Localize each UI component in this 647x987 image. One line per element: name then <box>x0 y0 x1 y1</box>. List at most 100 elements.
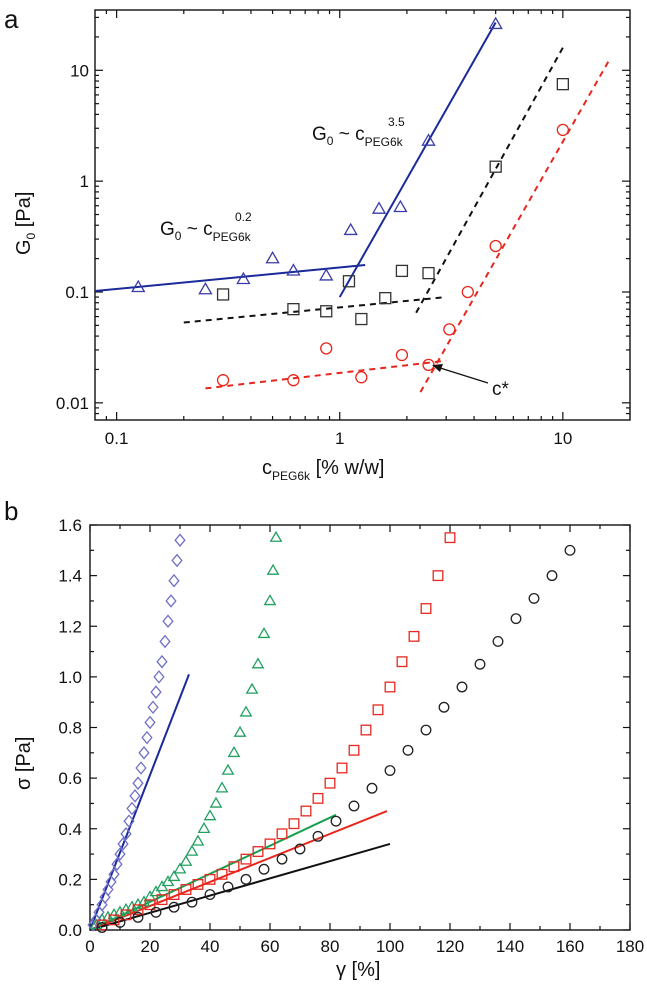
panel-a-letter: a <box>4 4 19 34</box>
circle-data-point <box>287 374 300 387</box>
square-data-point <box>342 275 356 288</box>
panel-b-y-axis-title: σ [Pa] <box>13 737 35 790</box>
diamond-data-point <box>162 614 174 628</box>
square-data-point <box>408 630 420 642</box>
diamond-data-point <box>165 594 177 608</box>
diamond-data-point <box>138 746 150 760</box>
triangle-data-point <box>393 199 408 213</box>
circle-data-point <box>556 123 569 137</box>
triangle-data-point <box>251 657 265 669</box>
fit-line <box>94 264 366 293</box>
circle-data-point <box>320 342 333 355</box>
triangle-data-point <box>488 16 503 30</box>
y-tick-label: 0.0 <box>58 921 82 940</box>
diamond-data-point <box>171 553 183 568</box>
circle-data-point <box>276 853 288 865</box>
fit-line <box>338 21 497 298</box>
square-data-point <box>489 160 502 173</box>
square-data-point <box>384 681 396 693</box>
y-tick-label: 0.1 <box>65 283 89 302</box>
diamond-data-point <box>150 685 162 699</box>
circle-data-point <box>420 724 432 736</box>
panel-a-fit-lines <box>94 21 610 393</box>
square-data-point <box>288 818 300 830</box>
triangle-data-point <box>131 279 146 293</box>
circle-data-point <box>355 371 368 384</box>
linear-fit-line <box>89 842 391 931</box>
panel-b: b 0 20 40 60 80 100 120 140 160 180 0.0 0.2 0.4 0.6 0.… <box>4 496 644 981</box>
square-data-point <box>324 777 336 789</box>
circle-data-point <box>395 348 409 362</box>
triangle-data-point <box>343 222 358 236</box>
panel-a-axes: 0.1 1 10 0.01 0.1 1 10 <box>56 10 630 448</box>
triangle-data-point <box>266 563 280 575</box>
x-tick-label: 20 <box>141 937 160 956</box>
square-data-point <box>108 914 120 926</box>
triangle-data-point <box>233 725 247 737</box>
y-tick-label: 10 <box>70 61 89 80</box>
diamond-data-point <box>108 867 120 882</box>
square-data-point <box>240 853 252 865</box>
circle-data-point <box>348 800 360 812</box>
circle-data-point <box>216 374 230 387</box>
triangle-data-point <box>173 862 187 874</box>
panel-a: a 0.1 1 10 0.01 0.1 1 10 G0 [Pa] cPEG6k [% w/w… <box>4 4 631 483</box>
square-data-point <box>336 762 348 774</box>
diamond-data-point <box>147 700 159 715</box>
circle-data-point <box>114 916 126 928</box>
triangle-data-point <box>269 530 283 542</box>
square-data-point <box>204 873 216 885</box>
c-star-arrow <box>436 366 489 384</box>
fit-line <box>419 61 610 393</box>
diamond-data-point <box>135 761 147 775</box>
triangle-data-point <box>421 133 436 146</box>
triangle-data-point <box>286 263 301 276</box>
square-data-point <box>132 904 144 916</box>
y-tick-label: 0.01 <box>56 394 89 413</box>
circle-data-point <box>456 681 468 693</box>
y-tick-label: 1.0 <box>58 668 82 687</box>
panel-b-plot-frame <box>89 524 631 931</box>
square-data-point <box>180 884 192 895</box>
triangle-data-point <box>227 745 241 758</box>
x-tick-label: 100 <box>376 937 404 956</box>
x-tick-label: 0 <box>85 937 94 956</box>
x-tick-label: 1 <box>335 429 344 448</box>
y-tick-label: 0.4 <box>58 820 82 839</box>
x-tick-label: 80 <box>321 937 340 956</box>
square-data-point <box>348 744 360 756</box>
circle-data-point <box>132 911 144 923</box>
circle-data-point <box>528 592 540 604</box>
diamond-data-point <box>159 634 171 649</box>
x-tick-label: 140 <box>496 937 524 956</box>
square-data-point <box>276 828 288 840</box>
panel-a-data-points <box>131 16 569 387</box>
square-data-point <box>379 291 392 305</box>
circle-data-point <box>240 873 252 885</box>
square-data-point <box>396 656 408 668</box>
triangle-data-point <box>209 796 223 808</box>
panel-a-x-axis-title: cPEG6k [% w/w] <box>262 457 384 483</box>
diamond-data-point <box>168 573 180 588</box>
diamond-data-point <box>87 918 99 932</box>
y-tick-label: 0.8 <box>58 719 82 738</box>
triangle-data-point <box>203 809 217 821</box>
y-tick-label: 1.4 <box>58 567 82 586</box>
triangle-data-point <box>371 201 387 214</box>
triangle-data-point <box>319 268 334 281</box>
circle-data-point <box>150 906 162 918</box>
circle-data-point <box>546 570 558 582</box>
circle-data-point <box>492 635 504 647</box>
square-data-point <box>120 909 132 921</box>
triangle-data-point <box>179 854 193 866</box>
circle-data-point <box>168 901 180 913</box>
panel-b-data-points <box>87 530 576 933</box>
diamond-data-point <box>132 776 144 790</box>
diamond-data-point <box>114 847 126 861</box>
square-data-point <box>420 603 432 614</box>
triangle-data-point <box>198 282 213 295</box>
square-data-point <box>422 266 435 280</box>
square-data-point <box>300 805 312 817</box>
y-tick-label: 0.6 <box>58 769 82 788</box>
square-data-point <box>216 288 230 301</box>
